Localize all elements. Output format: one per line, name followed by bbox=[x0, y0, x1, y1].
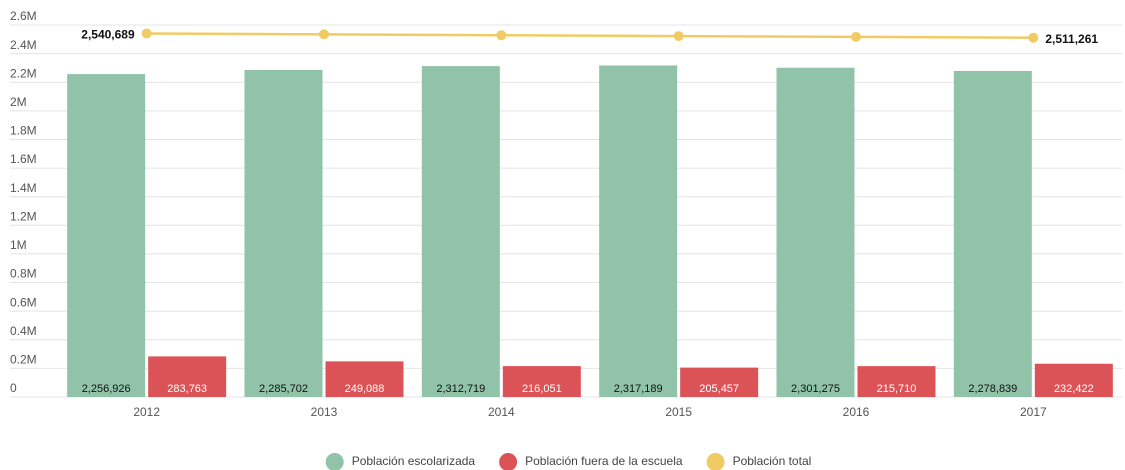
y-tick-label: 1.6M bbox=[10, 152, 37, 166]
x-tick-label: 2012 bbox=[133, 405, 160, 419]
legend: Población escolarizada Población fuera de… bbox=[325, 453, 812, 470]
line-point bbox=[496, 30, 507, 41]
y-tick-label: 2.2M bbox=[10, 66, 37, 80]
bar-value-label: 283,763 bbox=[167, 383, 207, 395]
bar-value-label: 2,317,189 bbox=[614, 383, 663, 395]
y-tick-label: 0 bbox=[10, 381, 17, 395]
y-tick-label: 1.8M bbox=[10, 124, 37, 138]
bar-value-label: 2,256,926 bbox=[82, 383, 131, 395]
bar bbox=[67, 74, 146, 398]
bar bbox=[599, 65, 678, 397]
y-tick-label: 2M bbox=[10, 95, 27, 109]
line-point bbox=[1028, 32, 1039, 43]
bar-value-label: 2,312,719 bbox=[436, 383, 485, 395]
legend-label: Población fuera de la escuela bbox=[525, 454, 683, 468]
y-tick-label: 0.6M bbox=[10, 295, 37, 309]
y-tick-label: 1.4M bbox=[10, 181, 37, 195]
x-tick-label: 2014 bbox=[488, 405, 515, 419]
line-point bbox=[673, 31, 684, 42]
y-tick-label: 2.4M bbox=[10, 38, 37, 52]
bar bbox=[244, 69, 323, 398]
line-value-label: 2,540,689 bbox=[81, 28, 135, 42]
y-tick-label: 0.4M bbox=[10, 324, 37, 338]
y-tick-label: 1M bbox=[10, 238, 27, 252]
legend-swatch bbox=[325, 453, 344, 470]
y-tick-label: 0.2M bbox=[10, 353, 37, 367]
bar-value-label: 249,088 bbox=[345, 383, 385, 395]
bar-value-label: 2,285,702 bbox=[259, 383, 308, 395]
bar bbox=[502, 366, 581, 397]
bar-value-label: 205,457 bbox=[699, 383, 739, 395]
bar bbox=[148, 356, 227, 397]
bar-value-label: 2,301,275 bbox=[791, 383, 840, 395]
legend-swatch bbox=[706, 453, 725, 470]
line-value-label: 2,511,261 bbox=[1045, 32, 1098, 46]
x-tick-label: 2016 bbox=[843, 405, 870, 419]
bar bbox=[421, 66, 500, 398]
bar bbox=[857, 366, 936, 397]
y-tick-label: 2.6M bbox=[10, 9, 37, 23]
x-tick-label: 2015 bbox=[665, 405, 692, 419]
bar-value-label: 232,422 bbox=[1054, 383, 1094, 395]
x-tick-label: 2017 bbox=[1020, 405, 1047, 419]
line-point bbox=[851, 31, 861, 42]
y-tick-label: 1.2M bbox=[10, 209, 37, 223]
bar-value-label: 215,710 bbox=[877, 383, 917, 395]
bar-value-label: 216,051 bbox=[522, 383, 562, 395]
line-point bbox=[319, 29, 329, 40]
legend-label: Población escolarizada bbox=[352, 454, 476, 468]
x-tick-label: 2013 bbox=[311, 405, 338, 419]
y-tick-label: 0.8M bbox=[10, 267, 37, 281]
bar bbox=[776, 67, 855, 397]
legend-swatch bbox=[499, 453, 518, 470]
bar bbox=[325, 361, 404, 397]
legend-label: Población total bbox=[733, 454, 812, 468]
bar bbox=[680, 367, 759, 397]
line bbox=[146, 32, 1034, 39]
bar bbox=[953, 70, 1032, 397]
bar-value-label: 2,278,839 bbox=[968, 383, 1017, 395]
bar bbox=[1034, 363, 1113, 397]
line-point bbox=[141, 28, 152, 39]
